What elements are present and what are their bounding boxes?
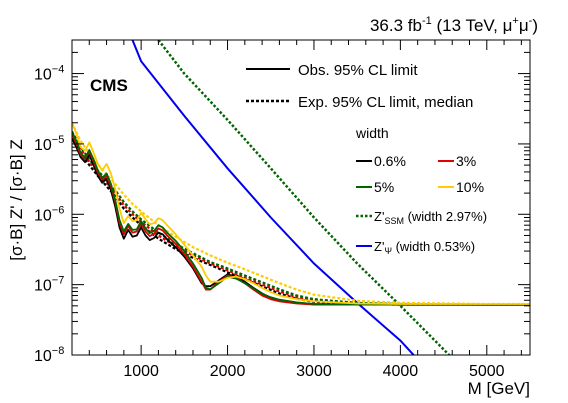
legend-width-5-label: 5% bbox=[374, 179, 394, 195]
legend: Obs. 95% CL limit Exp. 95% CL limit, med… bbox=[246, 62, 487, 256]
curves-group bbox=[72, 40, 530, 355]
observed-limit-10-width bbox=[72, 122, 530, 305]
legend-psi-main: Z' bbox=[374, 239, 384, 254]
x-tick-label: 5000 bbox=[469, 363, 505, 380]
legend-width-06-label: 0.6% bbox=[374, 153, 406, 169]
legend-psi-sub: Ψ bbox=[384, 246, 392, 256]
legend-width-10-label: 10% bbox=[456, 179, 484, 195]
x-tick-label: 1000 bbox=[123, 363, 159, 380]
header-close: ) bbox=[532, 16, 538, 35]
y-axis-title: [σ·B] Z' / [σ·B] Z bbox=[7, 139, 26, 261]
legend-obs-label: Obs. 95% CL limit bbox=[298, 62, 418, 79]
legend-psi-tail: (width 0.53%) bbox=[392, 239, 475, 254]
observed-limit-3-width bbox=[72, 133, 530, 306]
y-tick-label: 10−5 bbox=[34, 134, 64, 154]
expected-limit-10-width bbox=[72, 122, 530, 306]
cms-label: CMS bbox=[90, 76, 128, 95]
legend-exp-label: Exp. 95% CL limit, median bbox=[298, 94, 473, 111]
ticks-group: 1000 2000 3000 4000 5000 10−4 10−5 10−6 10−7 10−8 bbox=[34, 40, 530, 380]
legend-ssm-tail: (width 2.97%) bbox=[404, 209, 487, 224]
lepton-mid: μ bbox=[519, 16, 529, 35]
x-tick-label: 4000 bbox=[383, 363, 419, 380]
lumi-value: 36.3 fb bbox=[370, 16, 422, 35]
y-tick-label: 10−8 bbox=[34, 345, 64, 365]
legend-width-header: width bbox=[355, 125, 389, 141]
zprime-ssm-curve bbox=[157, 40, 451, 355]
x-tick-label: 3000 bbox=[296, 363, 332, 380]
x-tick-label: 2000 bbox=[210, 363, 246, 380]
legend-ssm-main: Z' bbox=[374, 209, 384, 224]
energy-text: (13 TeV, μ bbox=[432, 16, 513, 35]
lepton-minus: - bbox=[529, 15, 533, 27]
y-tick-label: 10−7 bbox=[34, 275, 64, 295]
legend-ssm-label: Z'SSM (width 2.97%) bbox=[374, 209, 487, 226]
y-tick-label: 10−4 bbox=[34, 64, 64, 84]
legend-ssm-sub: SSM bbox=[384, 216, 404, 226]
zprime-psi-curve bbox=[131, 40, 415, 355]
lumi-exponent: -1 bbox=[422, 15, 432, 27]
lepton-plus: + bbox=[512, 15, 518, 27]
y-tick-label: 10−6 bbox=[34, 204, 64, 224]
observed-limit-5-width bbox=[72, 131, 530, 306]
legend-width-3-label: 3% bbox=[456, 153, 476, 169]
x-axis-title: M [GeV] bbox=[468, 379, 530, 398]
plot-frame bbox=[71, 39, 531, 356]
luminosity-header: 36.3 fb-1 (13 TeV, μ+μ-) bbox=[370, 15, 538, 35]
legend-psi-label: Z'Ψ (width 0.53%) bbox=[374, 239, 475, 256]
